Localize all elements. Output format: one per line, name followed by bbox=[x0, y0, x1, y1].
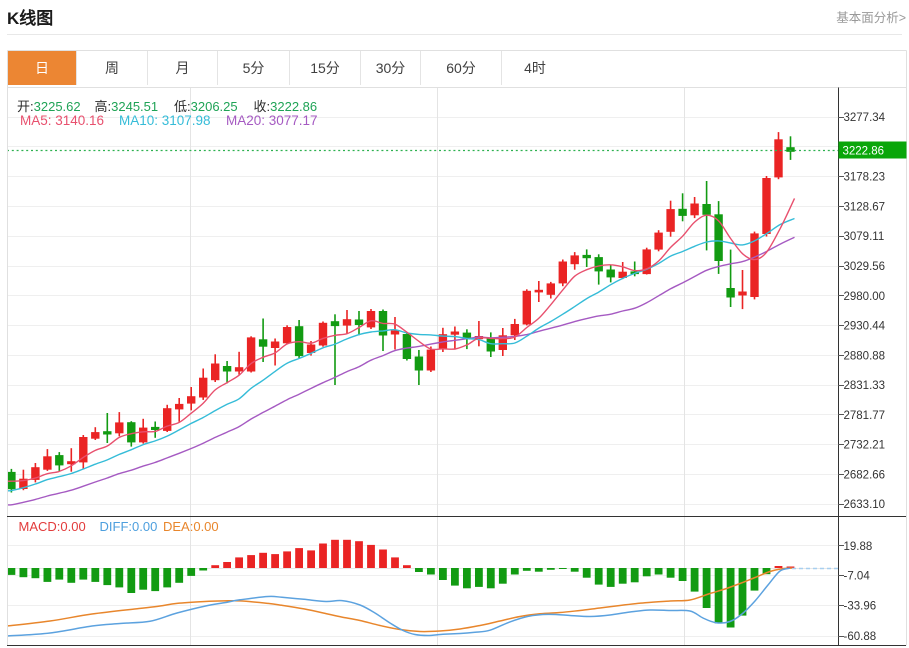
svg-text:2930.44: 2930.44 bbox=[844, 321, 886, 333]
svg-text:2781.77: 2781.77 bbox=[844, 410, 886, 422]
svg-text:2831.33: 2831.33 bbox=[844, 380, 886, 392]
svg-text:3029.56: 3029.56 bbox=[844, 261, 886, 273]
svg-text:-60.88: -60.88 bbox=[844, 631, 877, 643]
svg-text:2880.88: 2880.88 bbox=[844, 350, 886, 362]
svg-text:19.88: 19.88 bbox=[844, 541, 873, 553]
svg-text:3222.86: 3222.86 bbox=[843, 146, 885, 158]
svg-text:3079.11: 3079.11 bbox=[844, 231, 885, 243]
svg-text:3178.23: 3178.23 bbox=[844, 172, 886, 184]
svg-text:2980.00: 2980.00 bbox=[844, 291, 886, 303]
svg-text:-7.04: -7.04 bbox=[844, 571, 871, 583]
svg-text:3128.67: 3128.67 bbox=[844, 202, 886, 214]
svg-text:-33.96: -33.96 bbox=[844, 600, 877, 612]
svg-text:2732.21: 2732.21 bbox=[844, 440, 886, 452]
svg-text:2682.66: 2682.66 bbox=[844, 469, 886, 481]
svg-text:3277.34: 3277.34 bbox=[844, 112, 886, 124]
svg-text:2633.10: 2633.10 bbox=[844, 499, 886, 511]
